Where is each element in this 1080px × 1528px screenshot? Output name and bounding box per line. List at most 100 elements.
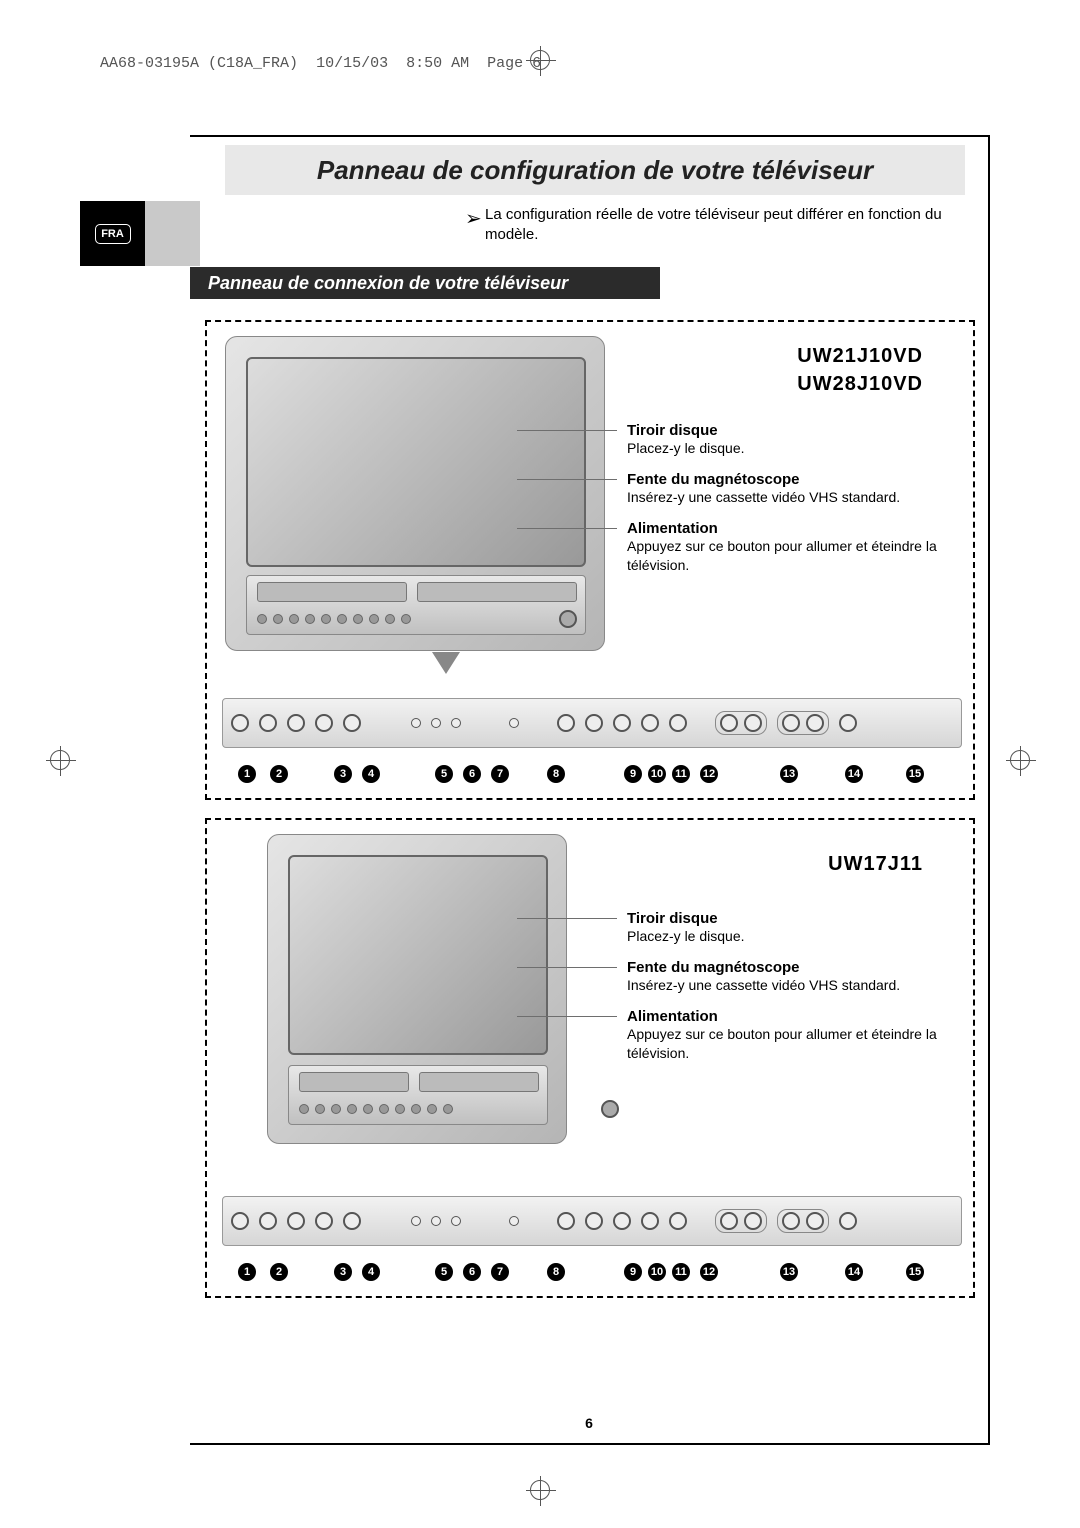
number-badge: 15: [906, 765, 924, 783]
number-row-1: 123456789101112131415: [222, 760, 962, 788]
crop-target-left: [50, 750, 70, 770]
callout-body: Placez-y le disque.: [627, 439, 957, 457]
strip-button: [720, 1212, 738, 1230]
number-badge: 9: [624, 1263, 642, 1281]
callout-body: Insérez-y une cassette vidéo VHS standar…: [627, 976, 957, 994]
panel-dot: [337, 614, 347, 624]
panel-dot: [395, 1104, 405, 1114]
number-badge: 8: [547, 765, 565, 783]
callout-title: Fente du magnétoscope: [627, 959, 957, 976]
callouts-1: Tiroir disque Placez-y le disque. Fente …: [627, 422, 957, 588]
doc-page-marker: Page 6: [487, 55, 541, 72]
number-badge: 10: [648, 765, 666, 783]
strip-led: [451, 1216, 461, 1226]
model-label-2: UW17J11: [828, 850, 923, 878]
disc-tray: [299, 1072, 409, 1092]
panel-dot: [321, 614, 331, 624]
number-badge: 7: [491, 1263, 509, 1281]
number-badge: 8: [547, 1263, 565, 1281]
vcr-slot: [417, 582, 577, 602]
tv-illustration-2: [267, 834, 567, 1144]
callout-title: Alimentation: [627, 1008, 957, 1025]
print-header: AA68-03195A (C18A_FRA) 10/15/03 8:50 AM …: [100, 55, 541, 72]
power-button-icon: [559, 610, 577, 628]
program-group: [777, 711, 829, 735]
doc-date: 10/15/03: [316, 55, 388, 72]
strip-button: [806, 1212, 824, 1230]
number-badge: 9: [624, 765, 642, 783]
strip-button: [259, 1212, 277, 1230]
strip-button: [231, 714, 249, 732]
panel-dot: [305, 614, 315, 624]
callout-body: Insérez-y une cassette vidéo VHS standar…: [627, 488, 957, 506]
number-row-2: 123456789101112131415: [222, 1258, 962, 1286]
callout-body: Placez-y le disque.: [627, 927, 957, 945]
strip-button: [744, 1212, 762, 1230]
tab-stub: [145, 201, 200, 266]
tv-front-panel: [288, 1065, 548, 1125]
number-badge: 11: [672, 1263, 690, 1281]
tv-illustration-1: [225, 336, 605, 651]
tv-screen: [246, 357, 586, 567]
number-badge: 14: [845, 1263, 863, 1281]
strip-button: [669, 714, 687, 732]
panel-dot: [401, 614, 411, 624]
doc-tag: (C18A_FRA): [208, 55, 298, 72]
strip-led: [411, 718, 421, 728]
strip-button: [315, 1212, 333, 1230]
number-badge: 1: [238, 1263, 256, 1281]
control-strip-2: [222, 1196, 962, 1246]
strip-button: [585, 714, 603, 732]
model-code: UW17J11: [828, 850, 923, 878]
language-badge-label: FRA: [95, 224, 131, 244]
strip-button: [343, 714, 361, 732]
number-badge: 12: [700, 765, 718, 783]
panel-dot: [347, 1104, 357, 1114]
strip-button: [585, 1212, 603, 1230]
power-button-icon: [601, 1100, 619, 1118]
number-badge: 5: [435, 765, 453, 783]
arrow-down-icon: [432, 652, 460, 674]
strip-button: [806, 714, 824, 732]
number-badge: 14: [845, 765, 863, 783]
diagram-box-models-2: UW17J11 Tiroir disque Placez-y le disque…: [205, 818, 975, 1298]
tv-screen: [288, 855, 548, 1055]
page-title: Panneau de configuration de votre télévi…: [225, 145, 965, 195]
model-label-1: UW21J10VD UW28J10VD: [797, 342, 923, 398]
panel-dot: [369, 614, 379, 624]
volume-group: [715, 711, 767, 735]
panel-dot: [385, 614, 395, 624]
strip-led: [431, 718, 441, 728]
note-arrow-icon: ➢: [465, 206, 482, 231]
number-badge: 6: [463, 765, 481, 783]
crop-target-bottom: [530, 1480, 550, 1500]
strip-button: [557, 1212, 575, 1230]
panel-dot: [273, 614, 283, 624]
strip-button: [613, 1212, 631, 1230]
strip-button: [287, 714, 305, 732]
doc-id: AA68-03195A: [100, 55, 199, 72]
strip-button: [782, 1212, 800, 1230]
page-number: 6: [585, 1415, 593, 1431]
strip-button: [720, 714, 738, 732]
strip-button: [613, 714, 631, 732]
callout-vcr-slot: Fente du magnétoscope Insérez-y une cass…: [627, 471, 957, 506]
strip-button: [343, 1212, 361, 1230]
panel-dot: [443, 1104, 453, 1114]
callout-vcr-slot: Fente du magnétoscope Insérez-y une cass…: [627, 959, 957, 994]
panel-dot: [363, 1104, 373, 1114]
callout-title: Fente du magnétoscope: [627, 471, 957, 488]
volume-group: [715, 1209, 767, 1233]
number-badge: 1: [238, 765, 256, 783]
callout-disc-tray: Tiroir disque Placez-y le disque.: [627, 422, 957, 457]
callout-body: Appuyez sur ce bouton pour allumer et ét…: [627, 537, 957, 573]
strip-button: [641, 1212, 659, 1230]
number-badge: 13: [780, 765, 798, 783]
callout-title: Alimentation: [627, 520, 957, 537]
crop-target-right: [1010, 750, 1030, 770]
strip-led: [411, 1216, 421, 1226]
strip-button: [259, 714, 277, 732]
callout-power: Alimentation Appuyez sur ce bouton pour …: [627, 520, 957, 573]
panel-dot: [331, 1104, 341, 1114]
number-badge: 15: [906, 1263, 924, 1281]
